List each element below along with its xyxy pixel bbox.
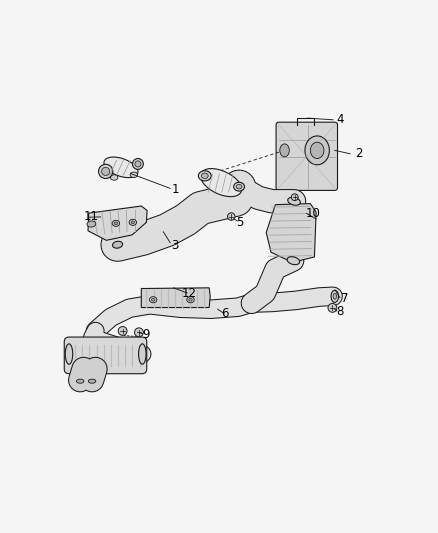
Ellipse shape [114,222,117,225]
Ellipse shape [152,298,155,301]
Text: 9: 9 [143,328,150,341]
Text: 8: 8 [336,305,343,318]
Text: 10: 10 [305,207,320,220]
Polygon shape [266,204,316,262]
Circle shape [134,328,143,337]
Ellipse shape [311,142,324,158]
FancyBboxPatch shape [64,337,147,374]
Polygon shape [141,288,210,308]
Ellipse shape [138,344,146,364]
Ellipse shape [77,379,84,383]
Ellipse shape [99,164,113,179]
Ellipse shape [236,184,242,189]
Circle shape [291,194,298,200]
Ellipse shape [132,158,143,169]
Ellipse shape [233,182,244,191]
Text: 3: 3 [172,239,179,252]
Ellipse shape [104,157,138,177]
Text: 5: 5 [236,216,244,229]
Text: 2: 2 [355,147,362,160]
Ellipse shape [88,379,96,383]
Ellipse shape [130,172,138,177]
Ellipse shape [201,173,208,179]
Text: 7: 7 [341,292,349,305]
Ellipse shape [305,136,329,165]
Circle shape [118,327,127,335]
Ellipse shape [65,344,73,364]
Ellipse shape [102,167,110,175]
Text: 11: 11 [84,211,99,223]
Ellipse shape [149,297,157,303]
Text: 6: 6 [221,308,228,320]
Text: 12: 12 [181,287,196,301]
Ellipse shape [187,297,194,303]
Circle shape [227,213,235,220]
FancyBboxPatch shape [276,122,338,190]
Ellipse shape [87,221,96,227]
Circle shape [328,303,337,312]
Ellipse shape [288,197,300,205]
Ellipse shape [135,161,141,167]
Ellipse shape [201,168,242,197]
Polygon shape [88,206,147,240]
Ellipse shape [333,294,336,299]
Ellipse shape [280,144,290,157]
Ellipse shape [129,219,137,225]
Ellipse shape [112,220,120,227]
Ellipse shape [198,171,211,181]
Ellipse shape [287,257,300,265]
Ellipse shape [189,298,192,301]
Text: 4: 4 [336,114,344,126]
Ellipse shape [131,221,134,224]
Text: 1: 1 [172,183,179,196]
Ellipse shape [331,290,339,302]
Ellipse shape [110,175,118,180]
Ellipse shape [113,241,123,248]
